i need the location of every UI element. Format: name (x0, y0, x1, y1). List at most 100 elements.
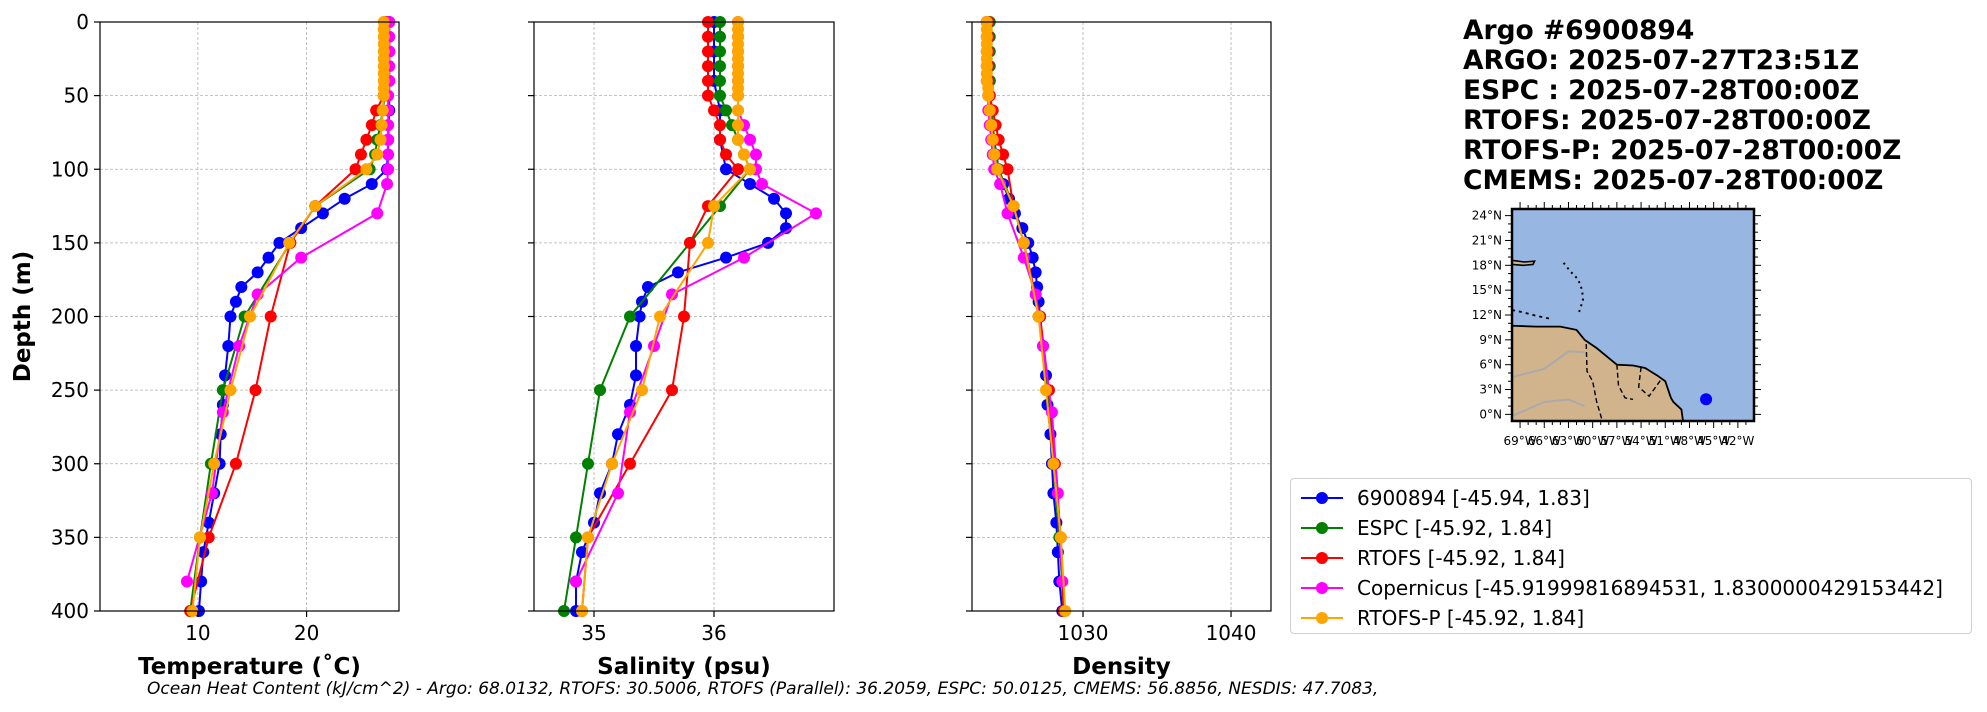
data-point-6900894 (720, 251, 732, 264)
series-line-copernicus (575, 22, 818, 582)
legend-swatch-copernicus (1301, 582, 1343, 594)
map-lon-label: 63°W (1552, 434, 1585, 448)
data-point-6900894 (1026, 251, 1039, 264)
map-lon-label: 45°W (1697, 434, 1730, 448)
data-point-copernicus (750, 148, 762, 161)
y-tick-label: 300 (51, 452, 89, 476)
data-point-rtofs (684, 236, 696, 249)
panel-salinity: 35 36 Salinity (psu) (528, 16, 835, 680)
data-point-rtofs-p (991, 163, 1004, 176)
data-point-copernicus (648, 339, 660, 352)
map-river (1512, 398, 1585, 417)
data-point-rtofs-p (1040, 384, 1053, 397)
data-point-copernicus (1037, 339, 1050, 352)
map-border (1637, 367, 1661, 398)
data-point-espc (570, 531, 582, 544)
inset-map: 0°N 3°N 6°N 9°N 12°N 15°N 18°N 21°N 24°N 69°W66°W… (1472, 202, 1761, 448)
legend-label-argo: 6900894 [-45.94, 1.83] (1357, 486, 1590, 510)
data-point-espc (594, 384, 606, 397)
data-point-espc (714, 74, 726, 87)
data-point-rtofs-p (283, 236, 296, 249)
data-point-rtofs-p (738, 148, 750, 161)
legend-item-copernicus: Copernicus [-45.91999816894531, 1.830000… (1299, 573, 1963, 603)
data-point-espc (720, 104, 732, 117)
rtofsp-time: RTOFS-P: 2025-07-28T00:00Z (1463, 135, 1902, 166)
data-point-6900894 (316, 207, 329, 220)
legend-swatch-rtofs-p (1301, 612, 1343, 624)
legend-marker (1316, 522, 1328, 534)
legend-label-copernicus: Copernicus [-45.91999816894531, 1.830000… (1357, 576, 1943, 600)
data-point-rtofs-p (654, 310, 666, 323)
data-point-rtofs-p (1032, 310, 1045, 323)
data-point-rtofs (702, 89, 714, 102)
data-point-6900894 (235, 281, 248, 294)
map-lat-label: 18°N (1472, 258, 1502, 272)
legend: 6900894 [-45.94, 1.83] ESPC [-45.92, 1.8… (1290, 478, 1972, 634)
data-point-rtofs (732, 163, 744, 176)
map-lon-label: 51°W (1649, 434, 1682, 448)
legend-label-rtofs: RTOFS [-45.92, 1.84] (1357, 546, 1565, 570)
data-point-rtofs (666, 384, 678, 397)
data-point-6900894 (780, 207, 792, 220)
map-lat-label: 15°N (1472, 283, 1502, 297)
series-group-density (980, 16, 1072, 617)
data-point-copernicus (295, 251, 308, 264)
data-point-rtofs-p (1007, 200, 1020, 213)
data-point-6900894 (273, 236, 286, 249)
legend-label-rtofs-p: RTOFS-P [-45.92, 1.84] (1357, 606, 1585, 630)
data-point-rtofs-p (708, 200, 720, 213)
panel-temperature: 0 50 100 150 200 250 300 350 400 10 20 Temperature … (51, 10, 400, 680)
data-point-rtofs (702, 60, 714, 73)
data-point-copernicus (624, 406, 636, 419)
float-title: Argo #6900894 (1463, 15, 1695, 46)
legend-swatch-rtofs (1301, 552, 1343, 564)
data-point-rtofs-p (636, 384, 648, 397)
data-point-6900894 (251, 266, 264, 279)
data-point-espc (714, 89, 726, 102)
data-point-6900894 (222, 339, 235, 352)
data-point-rtofs-p (1017, 236, 1030, 249)
y-tick-label: 350 (51, 525, 89, 549)
map-lon-label: 54°W (1624, 434, 1657, 448)
data-point-copernicus (756, 177, 768, 190)
data-point-copernicus (381, 177, 394, 190)
legend-item-rtofs-p: RTOFS-P [-45.92, 1.84] (1299, 603, 1963, 633)
legend-item-espc: ESPC [-45.92, 1.84] (1299, 513, 1963, 543)
data-point-rtofs (264, 310, 277, 323)
data-point-copernicus (371, 207, 384, 220)
series-group-temperature (180, 16, 396, 617)
data-point-rtofs (349, 163, 362, 176)
data-point-6900894 (224, 310, 237, 323)
data-point-rtofs (708, 104, 720, 117)
data-point-rtofs-p (985, 119, 998, 132)
data-point-espc (624, 310, 636, 323)
data-point-espc (714, 45, 726, 58)
x-tick-label: 1030 (1058, 621, 1109, 645)
map-lat-label: 21°N (1472, 233, 1502, 247)
map-lat-label: 3°N (1479, 383, 1502, 397)
data-point-rtofs-p (732, 104, 744, 117)
legend-marker (1316, 552, 1328, 564)
map-lon-label: 60°W (1576, 434, 1609, 448)
data-point-6900894 (202, 516, 215, 529)
map-border (1585, 343, 1604, 421)
data-point-rtofs-p (732, 119, 744, 132)
y-tick-label: 100 (51, 157, 89, 181)
data-point-rtofs-p (309, 200, 322, 213)
data-point-rtofs-p (360, 163, 373, 176)
data-point-espc (582, 457, 594, 470)
map-land-island (1512, 259, 1536, 267)
map-lon-label: 57°W (1600, 434, 1633, 448)
data-point-rtofs-p (1054, 531, 1067, 544)
map-lon-label: 48°W (1673, 434, 1706, 448)
data-point-rtofs-p (194, 531, 207, 544)
data-point-rtofs (702, 45, 714, 58)
data-point-6900894 (612, 428, 624, 441)
data-point-rtofs-p (702, 236, 714, 249)
data-point-copernicus (810, 207, 822, 220)
data-point-rtofs (702, 30, 714, 43)
y-tick-label: 0 (76, 10, 89, 34)
data-point-rtofs-p (744, 163, 756, 176)
data-point-6900894 (768, 192, 780, 205)
y-axis-label: Depth (m) (10, 251, 36, 383)
